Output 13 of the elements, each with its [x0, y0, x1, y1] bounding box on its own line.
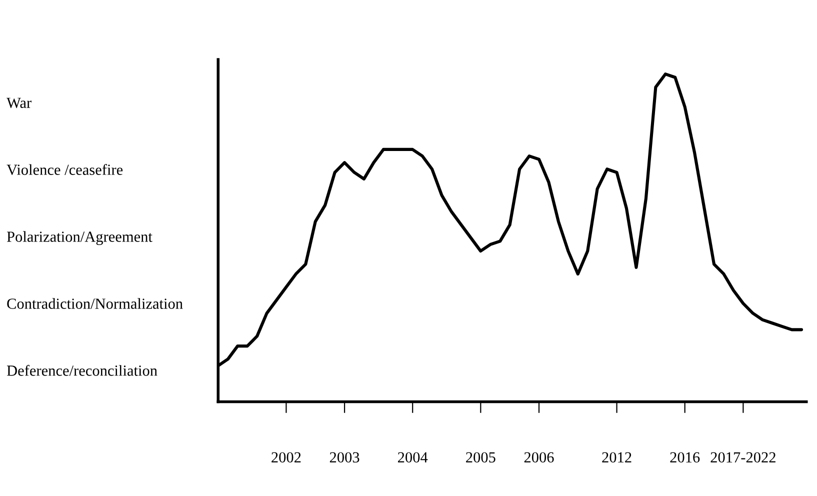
text: Violence /ceasefire	[6, 164, 123, 176]
text: War	[6, 98, 32, 108]
x-tick-label: 2016	[670, 452, 700, 463]
x-tick-label: 2004	[398, 452, 428, 463]
x-tick-label: 2002	[272, 452, 301, 463]
x-tick-label: 2006	[524, 452, 554, 463]
x-tick-label: 2012	[602, 452, 632, 463]
x-tick-label: 2017-2022	[710, 452, 776, 463]
x-tick-label: 2005	[466, 452, 496, 463]
text: Deference/reconciliation	[6, 364, 158, 376]
text: Polarization/Agreement	[6, 231, 152, 246]
x-tick-label: 2003	[330, 452, 360, 463]
text: Contradiction/Normalization	[7, 298, 183, 309]
